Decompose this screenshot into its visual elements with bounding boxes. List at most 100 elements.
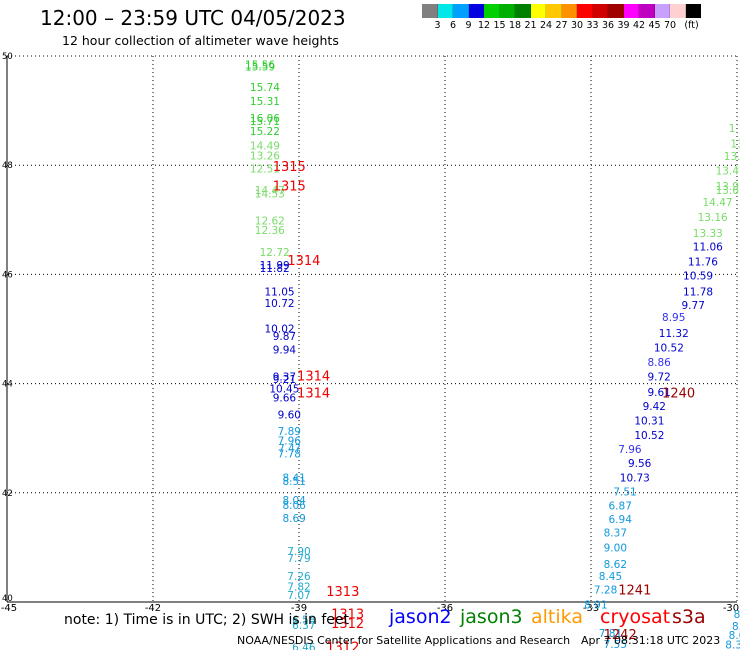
color-scale-label: 42	[632, 20, 646, 31]
data-label-jason3: 15.31	[250, 96, 280, 108]
data-label-jason2: 10.45	[269, 384, 299, 396]
data-label-jason2: 8.45	[599, 571, 622, 583]
data-label-jason3: 12.36	[255, 225, 285, 237]
data-label-jason2: 10.73	[620, 473, 650, 485]
data-label-jason2: 8.91	[584, 600, 607, 612]
color-scale-labels: 3 6 9 12 15 18 21 24 27 30 33 36 39 42 45 70 (ft)	[422, 18, 740, 31]
data-label-jason2: 9.61	[647, 387, 670, 399]
data-label-jason2: 9.72	[647, 372, 670, 384]
data-label-jason2: 7.65	[725, 649, 740, 650]
color-swatch	[685, 4, 701, 18]
data-label-jason2: 8.	[732, 621, 740, 633]
data-label-jason2: 9.42	[643, 401, 666, 413]
data-label-jason2: 11.06	[693, 242, 723, 254]
data-label-jason2: 10.72	[265, 298, 295, 310]
y-tick-label: 40	[2, 594, 13, 604]
x-tick-label: -33	[583, 603, 599, 614]
data-label-jason2: 7.07	[287, 590, 310, 602]
legend-altika: altika	[531, 606, 583, 628]
data-label-jason2: 7.28	[594, 584, 617, 596]
data-label-jason2: 6.58	[292, 614, 315, 626]
y-tick-label: 44	[2, 380, 13, 390]
color-scale: 3 6 9 12 15 18 21 24 27 30 33 36 39 42 45 70 (ft)	[422, 4, 740, 31]
color-swatch	[654, 4, 670, 18]
color-scale-label: 33	[586, 20, 599, 31]
y-tick-label: 46	[2, 270, 13, 280]
color-swatch	[422, 4, 438, 18]
data-label-cryosat: 1315	[273, 160, 306, 175]
data-label-jason2: 11.99	[260, 260, 290, 272]
x-tick-label: -36	[437, 603, 453, 614]
data-label-jason2: 8.31	[725, 640, 740, 650]
y-tick-label: 50	[2, 52, 13, 62]
color-scale-label: 9	[465, 20, 472, 31]
color-scale-label: 36	[601, 20, 615, 31]
footer-timestamp: Apr 7 08:31:18 UTC 2023	[581, 634, 721, 647]
data-label-s3a: 1240	[662, 386, 695, 401]
data-label-jason2: 10.52	[634, 430, 664, 442]
data-label-jason2: 8.41	[282, 473, 305, 485]
data-label-jason3: 15.74	[250, 82, 280, 94]
color-swatch	[484, 4, 500, 18]
data-label-jason3: 14.49	[250, 141, 280, 153]
data-label-jason2: 7.78	[278, 448, 301, 460]
color-scale-label: 6	[449, 20, 457, 31]
color-swatch	[592, 4, 608, 18]
data-label-jason3: 13.9	[716, 181, 739, 193]
data-label-jason3: 14.53	[255, 189, 285, 201]
data-label-jason2: 9.00	[604, 542, 627, 554]
x-tick-label: -42	[145, 603, 161, 614]
data-label-jason2: 6.37	[292, 620, 315, 632]
data-label-jason2: 7.79	[287, 553, 310, 565]
legend-jason3: jason3	[460, 606, 523, 628]
data-label-jason3: 14.47	[703, 197, 733, 209]
color-scale-label: 30	[570, 20, 584, 31]
data-label-jason3: 13.4	[716, 166, 740, 178]
data-label-jason2: 7.96	[618, 444, 642, 456]
data-label-jason3: 1	[729, 123, 736, 135]
data-label-cryosat: 1315	[273, 179, 306, 194]
color-swatch	[530, 4, 546, 18]
data-label-jason3: 15.71	[250, 116, 280, 128]
data-label-jason2: 7.90	[287, 546, 310, 558]
data-label-jason2: 7.89	[278, 426, 301, 438]
color-swatch	[499, 4, 515, 18]
color-scale-label: 70	[663, 20, 677, 31]
data-label-jason3: 13.26	[250, 150, 280, 162]
data-label-cryosat: 1314	[287, 254, 320, 269]
data-label-jason2: 9.60	[278, 410, 301, 422]
page-title: 12:00 – 23:59 UTC 04/05/2023	[40, 6, 346, 30]
data-label-cryosat: 1312	[331, 617, 364, 632]
data-label-cryosat: 1313	[331, 608, 364, 623]
legend-s3a: s3a	[672, 606, 706, 628]
color-swatch	[546, 4, 562, 18]
data-label-jason2: 10.52	[654, 343, 684, 355]
data-label-jason2: 10.59	[683, 270, 713, 282]
data-label-jason2: 7.81	[599, 628, 622, 640]
data-label-jason2: 11.82	[260, 263, 290, 275]
color-scale-swatches	[422, 4, 740, 18]
data-label-jason2: 7.55	[604, 639, 627, 650]
x-tick-label: -30	[723, 603, 739, 614]
color-scale-label: 39	[617, 20, 630, 31]
x-tick-label: -39	[291, 603, 307, 614]
data-label-jason2: 8.69	[282, 513, 305, 525]
data-label-jason2: 7.4?	[278, 443, 300, 455]
page-subtitle: 12 hour collection of altimeter wave hei…	[62, 33, 339, 48]
data-label-jason3: 13.16	[698, 212, 728, 224]
data-label-cryosat: 1314	[297, 386, 330, 401]
data-label-jason3: 13.	[724, 151, 740, 163]
data-label-jason2: 7.26	[287, 571, 311, 583]
data-label-jason2: 7.82	[287, 582, 310, 594]
footnote: note: 1) Time is in UTC; 2) SWH is in fe…	[64, 612, 350, 628]
data-label-cryosat: 1314	[297, 370, 330, 385]
color-scale-label: 21	[524, 20, 537, 31]
color-scale-label: (ft)	[684, 20, 699, 31]
color-swatch	[468, 4, 484, 18]
data-label-jason2: 8	[734, 609, 740, 621]
color-swatch	[515, 4, 531, 18]
color-swatch	[437, 4, 453, 18]
color-scale-label: 27	[555, 20, 568, 31]
data-label-jason2: 11.76	[688, 256, 718, 268]
